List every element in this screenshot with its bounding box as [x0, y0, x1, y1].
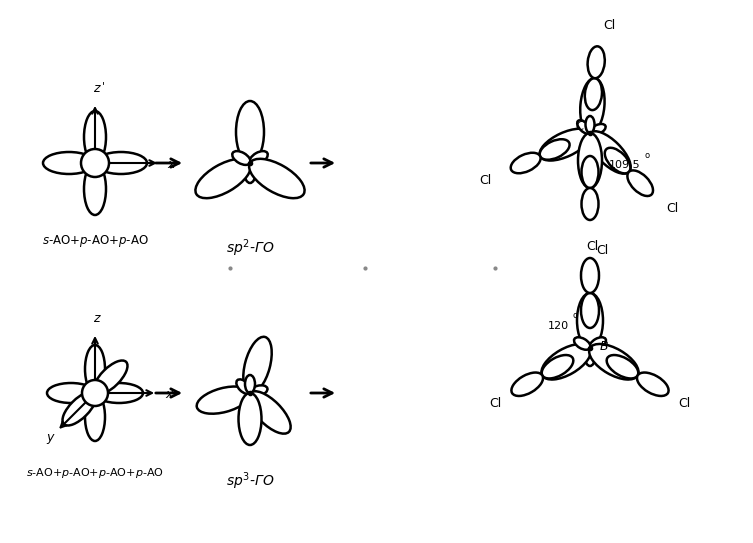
Ellipse shape	[85, 393, 105, 441]
Ellipse shape	[93, 361, 127, 394]
Ellipse shape	[588, 131, 631, 174]
Ellipse shape	[577, 293, 603, 348]
Text: Cl: Cl	[479, 174, 492, 187]
Ellipse shape	[585, 78, 602, 110]
Ellipse shape	[196, 159, 251, 198]
Text: 109,5: 109,5	[609, 160, 641, 170]
Text: $sp^3$-ГО: $sp^3$-ГО	[226, 470, 274, 492]
Text: Cl: Cl	[586, 241, 598, 254]
Text: $x$: $x$	[167, 157, 177, 171]
Ellipse shape	[62, 392, 96, 426]
Ellipse shape	[243, 337, 272, 393]
Text: Cl: Cl	[489, 397, 501, 410]
Ellipse shape	[581, 293, 599, 328]
Ellipse shape	[245, 163, 255, 183]
Ellipse shape	[197, 387, 250, 414]
Ellipse shape	[581, 156, 599, 188]
Ellipse shape	[511, 372, 543, 396]
Ellipse shape	[541, 355, 573, 378]
Ellipse shape	[605, 148, 630, 173]
Text: B: B	[599, 339, 608, 352]
Ellipse shape	[585, 133, 594, 150]
Ellipse shape	[245, 375, 255, 393]
Text: $z$: $z$	[93, 312, 102, 325]
Ellipse shape	[84, 111, 106, 163]
Ellipse shape	[95, 383, 143, 403]
Ellipse shape	[585, 348, 595, 366]
Text: $s$-АО+$p$-АО+$p$-АО: $s$-АО+$p$-АО+$p$-АО	[41, 233, 148, 249]
Ellipse shape	[232, 151, 251, 165]
Ellipse shape	[540, 139, 569, 160]
Ellipse shape	[581, 188, 599, 220]
Circle shape	[81, 149, 109, 177]
Text: 120: 120	[547, 321, 569, 331]
Ellipse shape	[249, 159, 305, 198]
Ellipse shape	[242, 393, 253, 411]
Ellipse shape	[581, 78, 605, 133]
Ellipse shape	[249, 151, 268, 165]
Text: o: o	[645, 150, 650, 160]
Text: $s$-АО+$p$-АО+$p$-АО+$p$-АО: $s$-АО+$p$-АО+$p$-АО+$p$-АО	[26, 466, 164, 480]
Circle shape	[82, 380, 108, 406]
Ellipse shape	[581, 258, 599, 293]
Ellipse shape	[47, 383, 95, 403]
Text: $y$: $y$	[46, 432, 56, 446]
Ellipse shape	[250, 386, 267, 396]
Ellipse shape	[541, 344, 591, 380]
Ellipse shape	[590, 337, 606, 350]
Ellipse shape	[511, 153, 541, 173]
Ellipse shape	[236, 380, 251, 394]
Ellipse shape	[84, 163, 106, 215]
Text: Cl: Cl	[678, 397, 691, 410]
Ellipse shape	[587, 46, 605, 78]
Text: o: o	[572, 311, 578, 319]
Ellipse shape	[95, 152, 147, 174]
Ellipse shape	[578, 133, 602, 188]
Text: ': '	[102, 81, 105, 91]
Ellipse shape	[236, 101, 264, 163]
Ellipse shape	[248, 391, 291, 434]
Ellipse shape	[627, 171, 653, 196]
Text: Cl: Cl	[666, 202, 679, 215]
Ellipse shape	[590, 124, 605, 135]
Ellipse shape	[574, 337, 590, 350]
Ellipse shape	[607, 355, 639, 378]
Ellipse shape	[85, 345, 105, 393]
Text: $sp^2$-ГО: $sp^2$-ГО	[226, 237, 274, 259]
Ellipse shape	[586, 116, 595, 133]
Text: $z$: $z$	[93, 82, 102, 95]
Ellipse shape	[637, 372, 669, 396]
Ellipse shape	[540, 129, 590, 161]
Ellipse shape	[589, 344, 639, 380]
Text: Cl: Cl	[603, 19, 615, 32]
Text: Cl: Cl	[596, 244, 608, 257]
Text: C: C	[575, 121, 584, 134]
Ellipse shape	[43, 152, 95, 174]
Ellipse shape	[578, 120, 591, 134]
Ellipse shape	[239, 393, 261, 445]
Text: $x$: $x$	[165, 388, 175, 401]
